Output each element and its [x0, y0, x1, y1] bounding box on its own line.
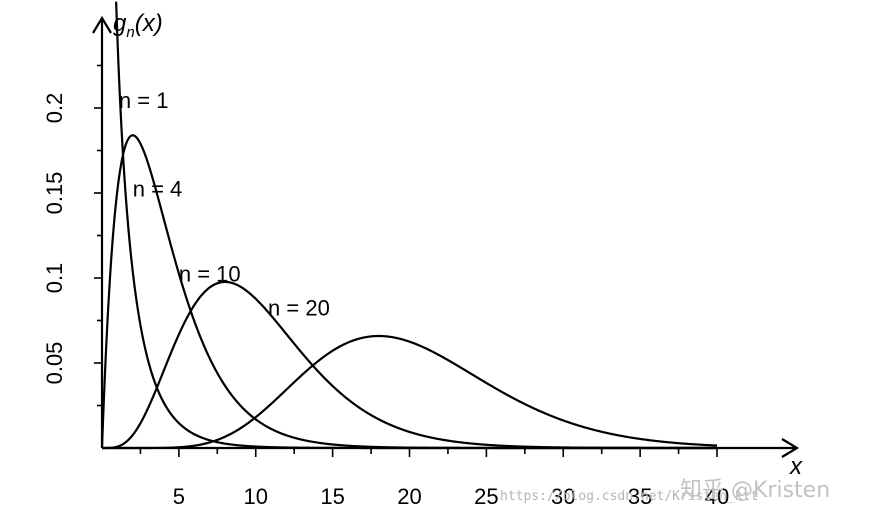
x-tick-label: 20	[397, 484, 421, 509]
axes	[92, 15, 800, 458]
watermark-url: https://blog.csdn.net/Kristen_ktt	[500, 489, 758, 504]
y-axis-arrow	[92, 15, 112, 34]
x-tick-label: 5	[173, 484, 185, 509]
x-tick-label: 10	[244, 484, 268, 509]
x-tick-label: 25	[474, 484, 498, 509]
x-axis-arrow	[781, 438, 800, 458]
x-tick-label: 15	[320, 484, 344, 509]
curve-label-n-1: n = 1	[119, 88, 169, 113]
x-tick-label: 35	[628, 484, 652, 509]
curves	[100, 1, 718, 450]
curve-n-20	[101, 334, 718, 450]
x-tick-label: 40	[705, 484, 729, 509]
y-tick-label: 0.15	[42, 172, 67, 215]
watermark-brand: 知乎 @Kristen	[680, 478, 830, 503]
ticks: 5 10 15 20 25 30 35 40 0.05 0.1 0.15 0.2	[42, 64, 729, 509]
labels: gn(x) x n = 1 n = 4 n = 10 n = 20	[113, 10, 803, 480]
curve-label-n-4: n = 4	[133, 176, 183, 201]
curve-n-10	[101, 280, 718, 450]
x-tick-label: 30	[551, 484, 575, 509]
curve-label-n-20: n = 20	[268, 295, 330, 320]
curve-n-1	[115, 1, 717, 450]
watermark: https://blog.csdn.net/Kristen_ktt 知乎 @Kr…	[500, 478, 830, 504]
curve-label-n-10: n = 10	[179, 261, 241, 286]
y-tick-label: 0.1	[42, 263, 67, 294]
y-axis-title: gn(x)	[113, 10, 163, 41]
y-tick-label: 0.05	[42, 342, 67, 385]
x-axis-title: x	[789, 453, 803, 480]
curve-n-4	[100, 134, 718, 450]
y-tick-label: 0.2	[42, 93, 67, 124]
